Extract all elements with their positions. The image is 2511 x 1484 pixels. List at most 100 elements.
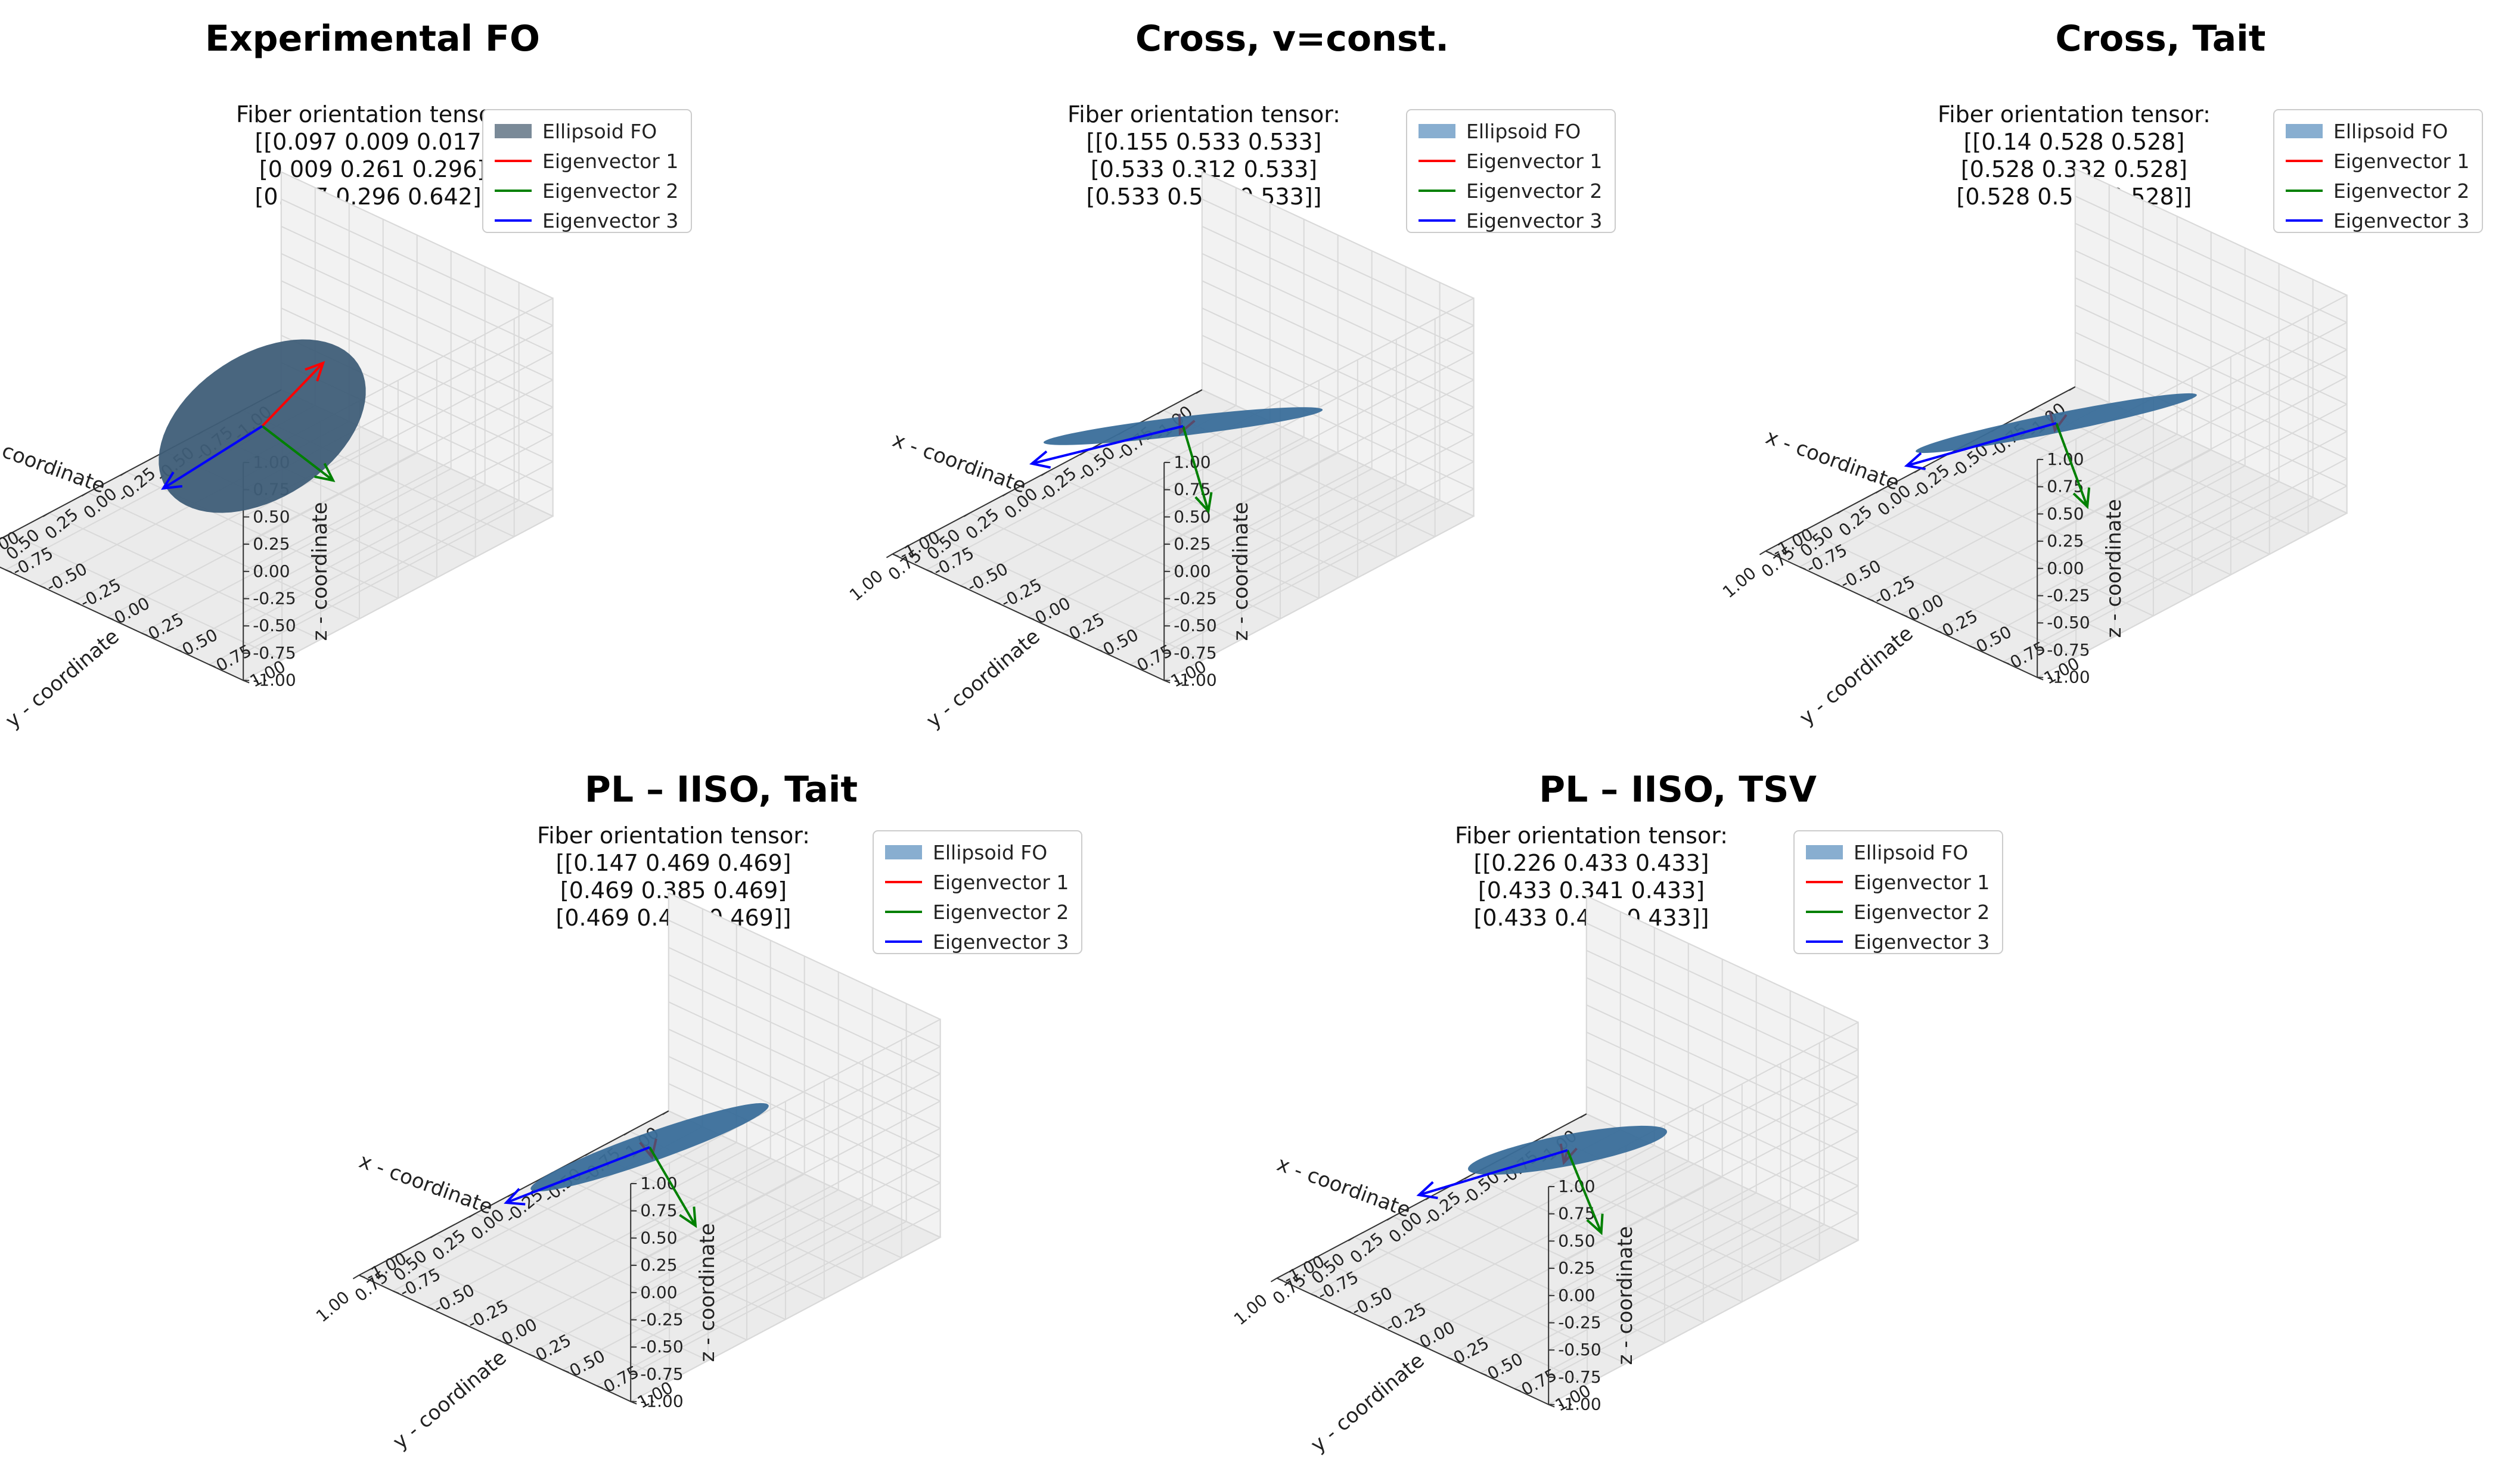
eigenvector-3-arrow xyxy=(1031,425,1184,465)
z-tick-label: 0.25 xyxy=(2047,531,2084,551)
y-tick xyxy=(926,569,933,573)
x-tick xyxy=(886,553,893,558)
x-tick xyxy=(120,471,127,476)
x-tick xyxy=(1798,530,1805,535)
grid-line xyxy=(2037,349,2348,515)
grid-line xyxy=(1935,465,2246,631)
tensor-heading: Fiber orientation tensor: xyxy=(1067,101,1340,128)
panel-5: PL – IISO, TSV Fiber orientation tensor:[… xyxy=(1230,769,2003,1457)
grid-line xyxy=(969,512,1242,640)
grid-line xyxy=(2075,222,2348,350)
x-tick xyxy=(507,1192,514,1197)
z-tick-label: 0.25 xyxy=(640,1255,677,1275)
legend-label: Eigenvector 3 xyxy=(542,209,678,232)
tensor-heading: Fiber orientation tensor: xyxy=(1455,822,1728,849)
y-tick xyxy=(1935,629,1942,634)
tensor-heading: Fiber orientation tensor: xyxy=(236,101,509,128)
z-tick-label: -0.50 xyxy=(253,616,296,635)
eigenvector-2-arrow xyxy=(648,1146,697,1227)
x-tick-label: 1.00 xyxy=(846,566,887,605)
eigenvector-2-arrowhead xyxy=(314,462,336,483)
grid-line xyxy=(630,1100,941,1266)
grid-line xyxy=(175,484,486,650)
grid-line xyxy=(1586,949,1859,1078)
legend: Ellipsoid FO Eigenvector 1 Eigenvector 2 Ei… xyxy=(873,830,1082,954)
legend-label: Eigenvector 2 xyxy=(1466,179,1602,203)
grid-line xyxy=(2037,513,2348,678)
y-tick xyxy=(494,1337,501,1342)
z-tick-label: -0.25 xyxy=(2047,586,2090,606)
grid-line xyxy=(1548,1076,1859,1242)
grid-line xyxy=(1842,509,2115,637)
grid-line xyxy=(1548,1131,1859,1296)
z-tick-label: -0.75 xyxy=(1558,1367,1601,1387)
y-tick xyxy=(1412,1340,1419,1345)
y-tick xyxy=(1163,679,1171,684)
y-tick xyxy=(39,585,46,589)
y-tick xyxy=(107,616,114,620)
grid-line xyxy=(1969,481,2280,647)
y-tick xyxy=(960,585,967,589)
legend-swatch-ellipsoid xyxy=(1806,845,1843,859)
grid-line xyxy=(281,171,554,299)
x-tick xyxy=(1580,1113,1587,1118)
tensor-heading: Fiber orientation tensor: xyxy=(1938,101,2211,128)
tensor-row: [0.528 0.332 0.528] xyxy=(1961,156,2187,182)
z-tick-label: -1.00 xyxy=(640,1392,683,1411)
z-tick-label: -1.00 xyxy=(1558,1395,1601,1414)
x-tick xyxy=(352,1274,359,1280)
y-tick xyxy=(5,569,12,573)
eigenvector-3-arrowhead xyxy=(1416,1181,1438,1200)
eigenvector-1-arrowhead xyxy=(305,361,325,382)
x-axis-title: x - coordinate xyxy=(1762,425,1902,495)
legend: Ellipsoid FO Eigenvector 1 Eigenvector 2 Ei… xyxy=(1793,830,2003,954)
z-tick-label: -0.50 xyxy=(2047,613,2090,632)
grid-line xyxy=(1586,1004,1859,1132)
z-tick-label: -0.50 xyxy=(1174,616,1216,635)
y-axis-title: y - coordinate xyxy=(1306,1349,1429,1457)
x-tick xyxy=(924,533,932,538)
eigenvector-2-arrow xyxy=(261,425,334,482)
eigenvector-2-arrow xyxy=(1566,1150,1603,1234)
grid-line xyxy=(243,379,554,545)
x-tick xyxy=(1309,1257,1316,1262)
x-tick xyxy=(1041,471,1048,476)
chart-title: PL – IISO, TSV xyxy=(1539,769,1817,811)
grid-line xyxy=(1163,406,1475,572)
z-axis-title: z - coordinate xyxy=(696,1223,719,1362)
grid-line xyxy=(243,516,554,681)
grid-line xyxy=(630,1073,941,1239)
x-tick xyxy=(2069,386,2076,391)
legend-label: Ellipsoid FO xyxy=(542,120,657,143)
grid-line xyxy=(1548,1240,1859,1405)
grid-line xyxy=(1548,1049,1859,1215)
z-tick-label: -0.50 xyxy=(1558,1340,1601,1359)
y-tick xyxy=(1311,1293,1317,1297)
y-tick xyxy=(1129,664,1137,668)
grid-line xyxy=(2003,496,2314,663)
x-tick xyxy=(468,1213,476,1218)
x-tick xyxy=(1002,492,1009,497)
chart-title: Experimental FO xyxy=(205,18,540,60)
tensor-row: [[0.155 0.533 0.533] xyxy=(1087,129,1322,155)
x-tick xyxy=(585,1151,592,1156)
x-tick xyxy=(1464,1175,1471,1180)
z-tick-label: 0.00 xyxy=(2047,558,2084,578)
eigenvector-2-arrowhead xyxy=(2072,487,2091,510)
x-tick-label: 1.00 xyxy=(1719,563,1760,602)
x-tick xyxy=(1270,1277,1277,1283)
y-tick xyxy=(1378,1325,1385,1329)
y-axis-line xyxy=(1276,1277,1549,1405)
y-tick xyxy=(1095,648,1103,652)
grid-line xyxy=(243,406,554,572)
grid-line xyxy=(2037,376,2348,542)
eigenvector-1-arrowhead xyxy=(639,1138,657,1160)
legend-frame xyxy=(1406,109,1616,233)
grid-line xyxy=(10,533,283,661)
z-tick-label: 0.50 xyxy=(1174,507,1211,526)
z-tick-label: 0.50 xyxy=(640,1228,677,1247)
tensor-row: [0.528 0.528 0.528]] xyxy=(1957,184,2192,210)
grid-line xyxy=(2075,277,2348,405)
legend-label: Eigenvector 3 xyxy=(933,930,1069,954)
z-tick-label: 0.25 xyxy=(253,534,290,554)
